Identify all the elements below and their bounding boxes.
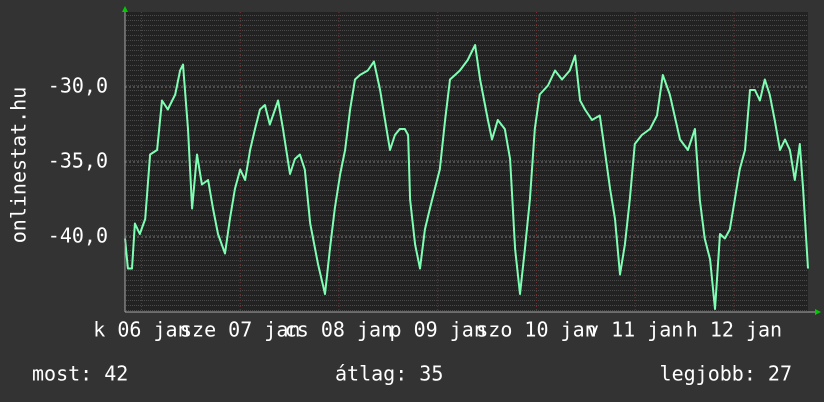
- x-tick-label: h 12 jan: [686, 318, 782, 342]
- y-arrow: [122, 6, 128, 12]
- x-tick-label: v 11 jan: [587, 318, 683, 342]
- y-tick-label: -35,0: [48, 149, 108, 173]
- x-arrow: [815, 309, 821, 315]
- x-tick-label: szo 10 jan: [476, 318, 596, 342]
- x-tick-label: sze 07 jan: [180, 318, 300, 342]
- y-tick-label: -30,0: [48, 74, 108, 98]
- stat-best: legjobb: 27: [660, 362, 792, 386]
- x-tick-label: cs 08 jan: [285, 318, 393, 342]
- plot: [124, 44, 809, 310]
- data-line: [124, 44, 809, 310]
- stat-current: most: 42: [32, 362, 128, 386]
- y-tick-label: -40,0: [48, 224, 108, 248]
- grid: [125, 12, 808, 312]
- x-tick-label: k 06 jan: [93, 318, 189, 342]
- x-tick-label: p 09 jan: [390, 318, 486, 342]
- y-axis-label: onlinestat.hu: [7, 87, 31, 244]
- stat-average: átlag: 35: [335, 362, 443, 386]
